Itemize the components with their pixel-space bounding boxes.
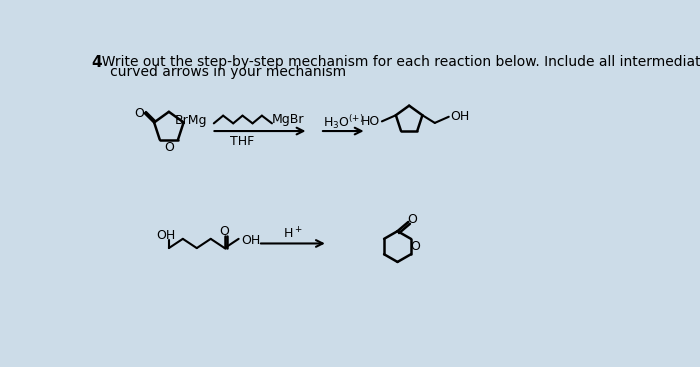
Text: OH: OH xyxy=(450,110,470,123)
Text: HO: HO xyxy=(360,115,379,128)
Text: O: O xyxy=(220,225,230,238)
Text: THF: THF xyxy=(230,135,255,148)
Text: OH: OH xyxy=(241,234,260,247)
Text: O: O xyxy=(164,141,174,154)
Text: MgBr: MgBr xyxy=(272,113,304,126)
Text: O: O xyxy=(410,240,420,253)
Text: O: O xyxy=(134,108,144,120)
Text: OH: OH xyxy=(156,229,176,242)
Text: H$_3$O$^{(+)}$: H$_3$O$^{(+)}$ xyxy=(323,113,364,131)
Text: 4: 4 xyxy=(92,55,102,70)
Text: BrMg: BrMg xyxy=(175,114,208,127)
Text: O: O xyxy=(407,213,417,226)
Text: curved arrows in your mechanism: curved arrows in your mechanism xyxy=(97,65,346,79)
Text: H$^+$: H$^+$ xyxy=(283,226,302,241)
Text: ․Write out the step-by-step mechanism for each reaction below. Include all inter: ․Write out the step-by-step mechanism fo… xyxy=(97,55,700,69)
